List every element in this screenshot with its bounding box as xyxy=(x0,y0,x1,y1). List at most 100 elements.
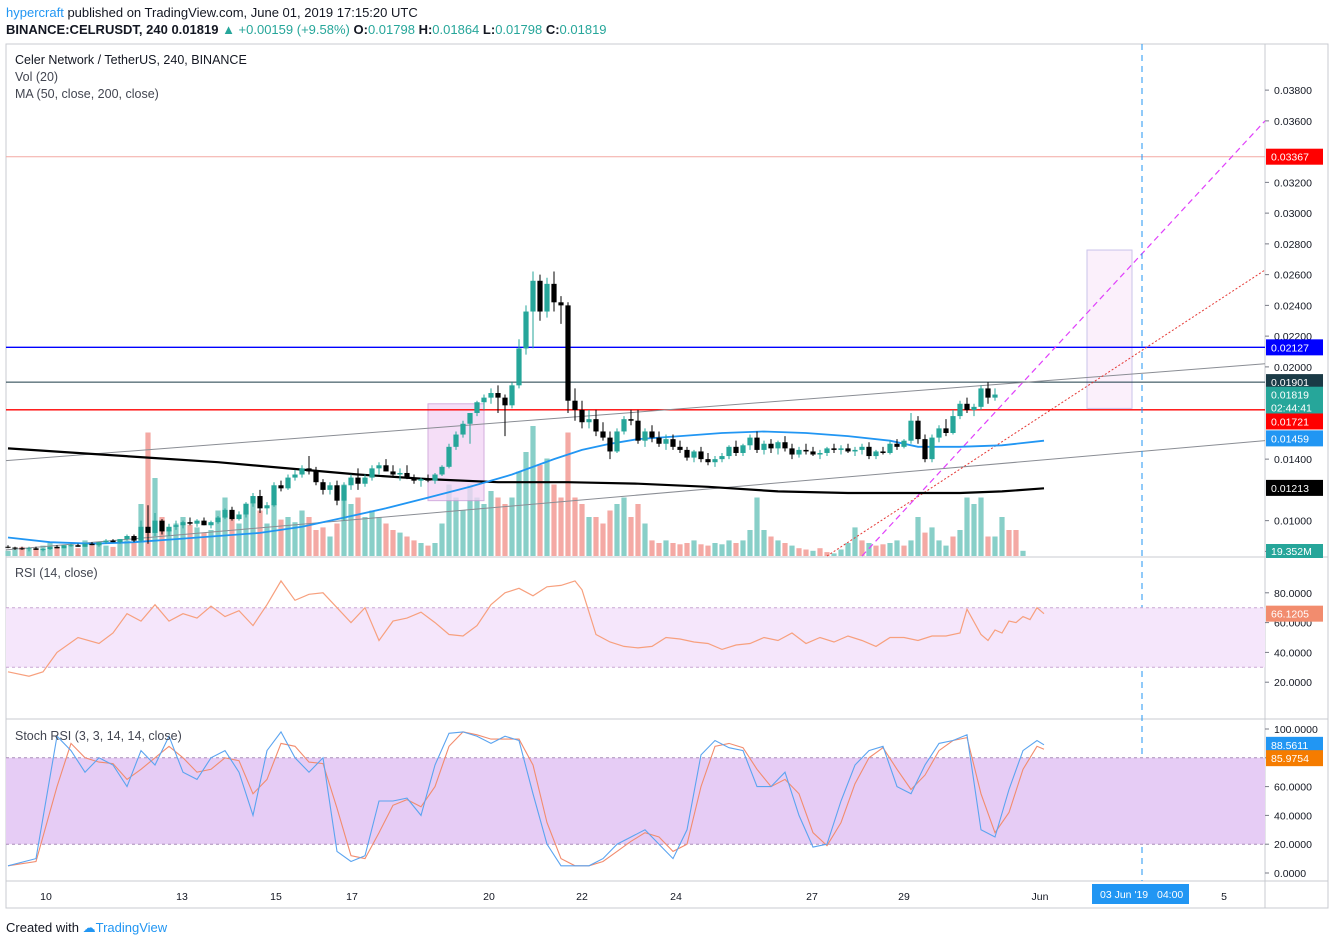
volume-bar xyxy=(705,545,711,556)
stoch-rsi-legend: Stoch RSI (3, 3, 14, 14, close) xyxy=(15,729,182,743)
volume-bar xyxy=(873,545,879,556)
volume-bar xyxy=(82,540,88,556)
candle-body xyxy=(250,496,256,504)
volume-bar xyxy=(362,517,368,556)
time-tick-label: 20 xyxy=(483,891,495,903)
volume-bar xyxy=(89,545,95,556)
candle-body xyxy=(75,545,81,547)
username-link[interactable]: hypercraft xyxy=(6,5,64,20)
candle-body xyxy=(642,431,648,441)
candle-body xyxy=(334,485,340,501)
volume-bar xyxy=(733,543,739,556)
price-tick-label: 0.03000 xyxy=(1274,208,1312,220)
volume-bar xyxy=(26,549,32,556)
price-tick-label: 0.03600 xyxy=(1274,116,1312,128)
volume-bar xyxy=(481,504,487,556)
dashed-projection-line xyxy=(861,120,1266,557)
volume-bar xyxy=(649,540,655,556)
candle-body xyxy=(208,522,214,526)
time-tick-label: 22 xyxy=(576,891,588,903)
candle-body xyxy=(964,403,970,410)
volume-bar xyxy=(992,536,998,556)
candle-body xyxy=(187,522,193,524)
candle-body xyxy=(257,496,263,509)
candle-body xyxy=(397,472,403,475)
chart-title: Celer Network / TetherUS, 240, BINANCE xyxy=(15,53,247,67)
price-tick-label: 0.03200 xyxy=(1274,177,1312,189)
candle-body xyxy=(908,420,914,441)
candle-body xyxy=(96,542,102,546)
low-label: L: xyxy=(482,22,496,37)
candle-body xyxy=(61,545,67,549)
rsi-band xyxy=(6,607,1265,668)
volume-bar xyxy=(222,497,228,556)
candle-body xyxy=(124,536,130,540)
candle-body xyxy=(264,505,270,509)
tradingview-logo-icon: ☁ xyxy=(82,920,96,935)
volume-bar xyxy=(593,517,599,556)
volume-bar xyxy=(782,543,788,556)
volume-bar xyxy=(642,523,648,556)
footer: Created with ☁TradingView xyxy=(6,920,167,936)
candle-body xyxy=(488,393,494,398)
volume-bar xyxy=(516,471,522,556)
volume-bar xyxy=(915,517,921,556)
candle-body xyxy=(600,431,606,438)
volume-bar xyxy=(320,527,326,556)
volume-bar xyxy=(558,497,564,556)
price-tag-label: 0.01721 xyxy=(1271,416,1309,428)
candle-body xyxy=(12,547,18,549)
candle-body xyxy=(978,388,984,407)
price-tag xyxy=(1266,386,1323,403)
time-tick-label: Jun xyxy=(1032,891,1049,903)
volume-bar xyxy=(957,530,963,556)
rsi-tick-label: 80.0000 xyxy=(1274,588,1312,600)
candle-body xyxy=(201,520,207,526)
chart-frame xyxy=(5,43,1329,909)
price-tick-label: 0.03800 xyxy=(1274,85,1312,97)
cursor-date-tag xyxy=(1092,884,1189,904)
price-tag xyxy=(1266,413,1323,430)
candle-body xyxy=(68,545,74,547)
candle-body xyxy=(180,522,186,526)
candle-body xyxy=(215,517,221,523)
volume-bar xyxy=(383,523,389,556)
cursor-time-label: 04:00 xyxy=(1157,889,1183,901)
candle-body xyxy=(327,485,333,490)
price-tick-label: 0.01000 xyxy=(1274,516,1312,528)
candle-body xyxy=(19,548,25,550)
volume-bar xyxy=(488,491,494,556)
candle-body xyxy=(439,466,445,475)
volume-bar xyxy=(187,524,193,556)
candle-body xyxy=(593,419,599,432)
volume-bar xyxy=(754,497,760,556)
candle-body xyxy=(425,479,431,481)
candle-body xyxy=(117,539,123,543)
volume-bar xyxy=(411,540,417,556)
volume-bar xyxy=(600,523,606,556)
volume-bar xyxy=(1006,530,1012,556)
candle-body xyxy=(607,437,613,452)
volume-bar xyxy=(586,517,592,556)
candle-body xyxy=(446,446,452,467)
tradingview-brand-link[interactable]: TradingView xyxy=(95,920,168,935)
stoch-tick-label: 0.0000 xyxy=(1274,868,1306,880)
volume-bar xyxy=(208,530,214,556)
candle-body xyxy=(166,526,172,532)
volume-bar xyxy=(628,517,634,556)
volume-bar xyxy=(712,543,718,556)
price-tag xyxy=(1266,339,1323,356)
candle-body xyxy=(628,419,634,421)
volume-bar xyxy=(264,523,270,556)
volume-bar xyxy=(726,540,732,556)
candle-body xyxy=(740,445,746,453)
candle-body xyxy=(418,479,424,481)
symbol-label: BINANCE:CELRUSDT, 240 xyxy=(6,22,168,37)
volume-bar xyxy=(12,548,18,556)
candle-body xyxy=(747,437,753,446)
low-value: 0.01798 xyxy=(495,22,543,37)
candle-body xyxy=(586,419,592,423)
volume-bar xyxy=(579,504,585,556)
candle-body xyxy=(558,302,564,306)
